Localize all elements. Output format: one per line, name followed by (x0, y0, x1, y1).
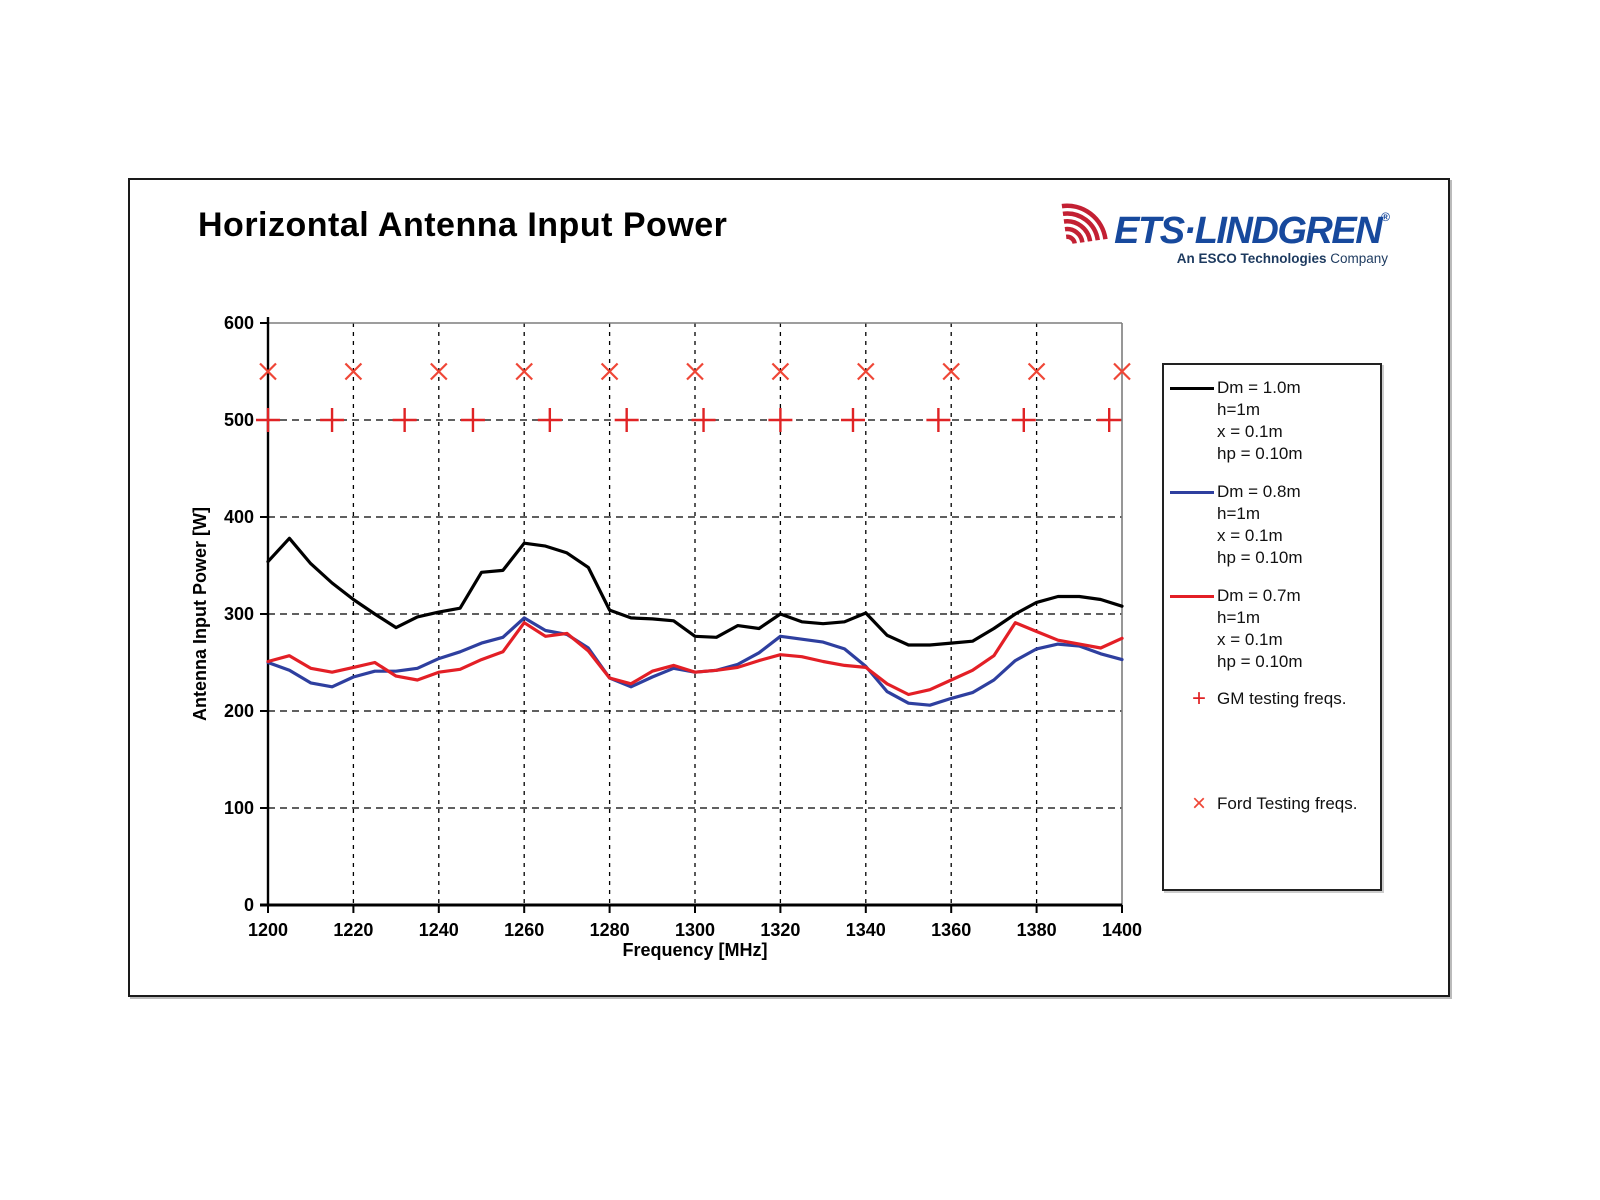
registered-mark: ® (1381, 210, 1390, 224)
radio-waves-icon (1060, 203, 1109, 248)
x-marker-icon: × (1191, 790, 1206, 817)
ets-lindgren-logo: ETS·LINDGREN® An ESCO Technologies Compa… (1050, 198, 1390, 266)
chart-title: Horizontal Antenna Input Power (198, 206, 728, 244)
chart-legend: Dm = 1.0m h=1m x = 0.1m hp = 0.10m Dm = 0.8m… (1162, 363, 1382, 891)
legend-line-sample (1170, 594, 1214, 598)
ford-x-marker (344, 362, 363, 381)
y-tick-label: 400 (224, 507, 254, 527)
legend-line-sample (1170, 386, 1214, 390)
x-tick-label: 1220 (333, 920, 373, 940)
legend-item-dm-0.8m: Dm = 0.8m h=1m x = 0.1m hp = 0.10m (1164, 481, 1380, 569)
legend-item-dm-0.7m: Dm = 0.7m h=1m x = 0.1m hp = 0.10m (1164, 585, 1380, 673)
legend-subline: h=1m (1217, 400, 1260, 419)
y-tick-label: 0 (244, 895, 254, 915)
x-tick-label: 1360 (931, 920, 971, 940)
logo-tagline: An ESCO Technologies Company (1050, 251, 1390, 266)
y-tick-label: 600 (224, 313, 254, 333)
legend-line-sample (1170, 490, 1214, 494)
brand-wordmark: ETS·LINDGREN® (1114, 210, 1390, 252)
y-tick-label: 200 (224, 701, 254, 721)
ford-x-marker (1113, 362, 1131, 381)
ford-x-marker (515, 362, 533, 381)
legend-label: Dm = 1.0m (1217, 378, 1301, 397)
brand-name: ETS·LINDGREN (1114, 210, 1383, 252)
legend-label: Dm = 0.8m (1217, 482, 1301, 501)
x-tick-label: 1320 (760, 920, 800, 940)
y-axis-title: Antenna Input Power [W] (190, 507, 210, 721)
ford-x-marker (771, 362, 790, 381)
series-dm-1.0m (266, 536, 1124, 647)
y-tick-label: 300 (224, 604, 254, 624)
legend-item-ford-testing-freqs.: × Ford Testing freqs. (1164, 792, 1380, 816)
series-dm-0.7m (266, 621, 1124, 697)
x-tick-label: 1240 (419, 920, 459, 940)
plus-marker-icon: + (1191, 685, 1206, 712)
legend-subline: x = 0.1m (1217, 630, 1283, 649)
y-tick-label: 500 (224, 410, 254, 430)
x-tick-label: 1340 (846, 920, 886, 940)
x-tick-label: 1380 (1017, 920, 1057, 940)
ford-x-marker (942, 362, 960, 381)
legend-item-gm-testing-freqs.: + GM testing freqs. (1164, 687, 1380, 711)
x-axis-title: Frequency [MHz] (622, 940, 768, 960)
legend-label: GM testing freqs. (1217, 689, 1347, 708)
ford-x-marker (259, 362, 277, 381)
x-tick-label: 1260 (504, 920, 544, 940)
legend-subline: x = 0.1m (1217, 526, 1283, 545)
ford-x-marker (686, 362, 704, 381)
ford-x-marker (1027, 362, 1046, 381)
legend-subline: h=1m (1217, 504, 1260, 523)
legend-item-dm-1.0m: Dm = 1.0m h=1m x = 0.1m hp = 0.10m (1164, 377, 1380, 465)
ford-x-marker (857, 362, 875, 381)
legend-subline: hp = 0.10m (1217, 652, 1303, 671)
legend-subline: hp = 0.10m (1217, 548, 1303, 567)
legend-subline: x = 0.1m (1217, 422, 1283, 441)
legend-subline: hp = 0.10m (1217, 444, 1303, 463)
x-tick-label: 1200 (248, 920, 288, 940)
legend-label: Dm = 0.7m (1217, 586, 1301, 605)
y-tick-label: 100 (224, 798, 254, 818)
ford-x-marker (430, 362, 448, 381)
tagline-bold: An ESCO Technologies (1176, 251, 1327, 266)
legend-subline: h=1m (1217, 608, 1260, 627)
x-tick-label: 1400 (1102, 920, 1142, 940)
ford-x-marker (600, 362, 619, 381)
x-tick-label: 1300 (675, 920, 715, 940)
x-tick-label: 1280 (590, 920, 630, 940)
legend-label: Ford Testing freqs. (1217, 794, 1358, 813)
tagline-rest: Company (1326, 251, 1388, 266)
